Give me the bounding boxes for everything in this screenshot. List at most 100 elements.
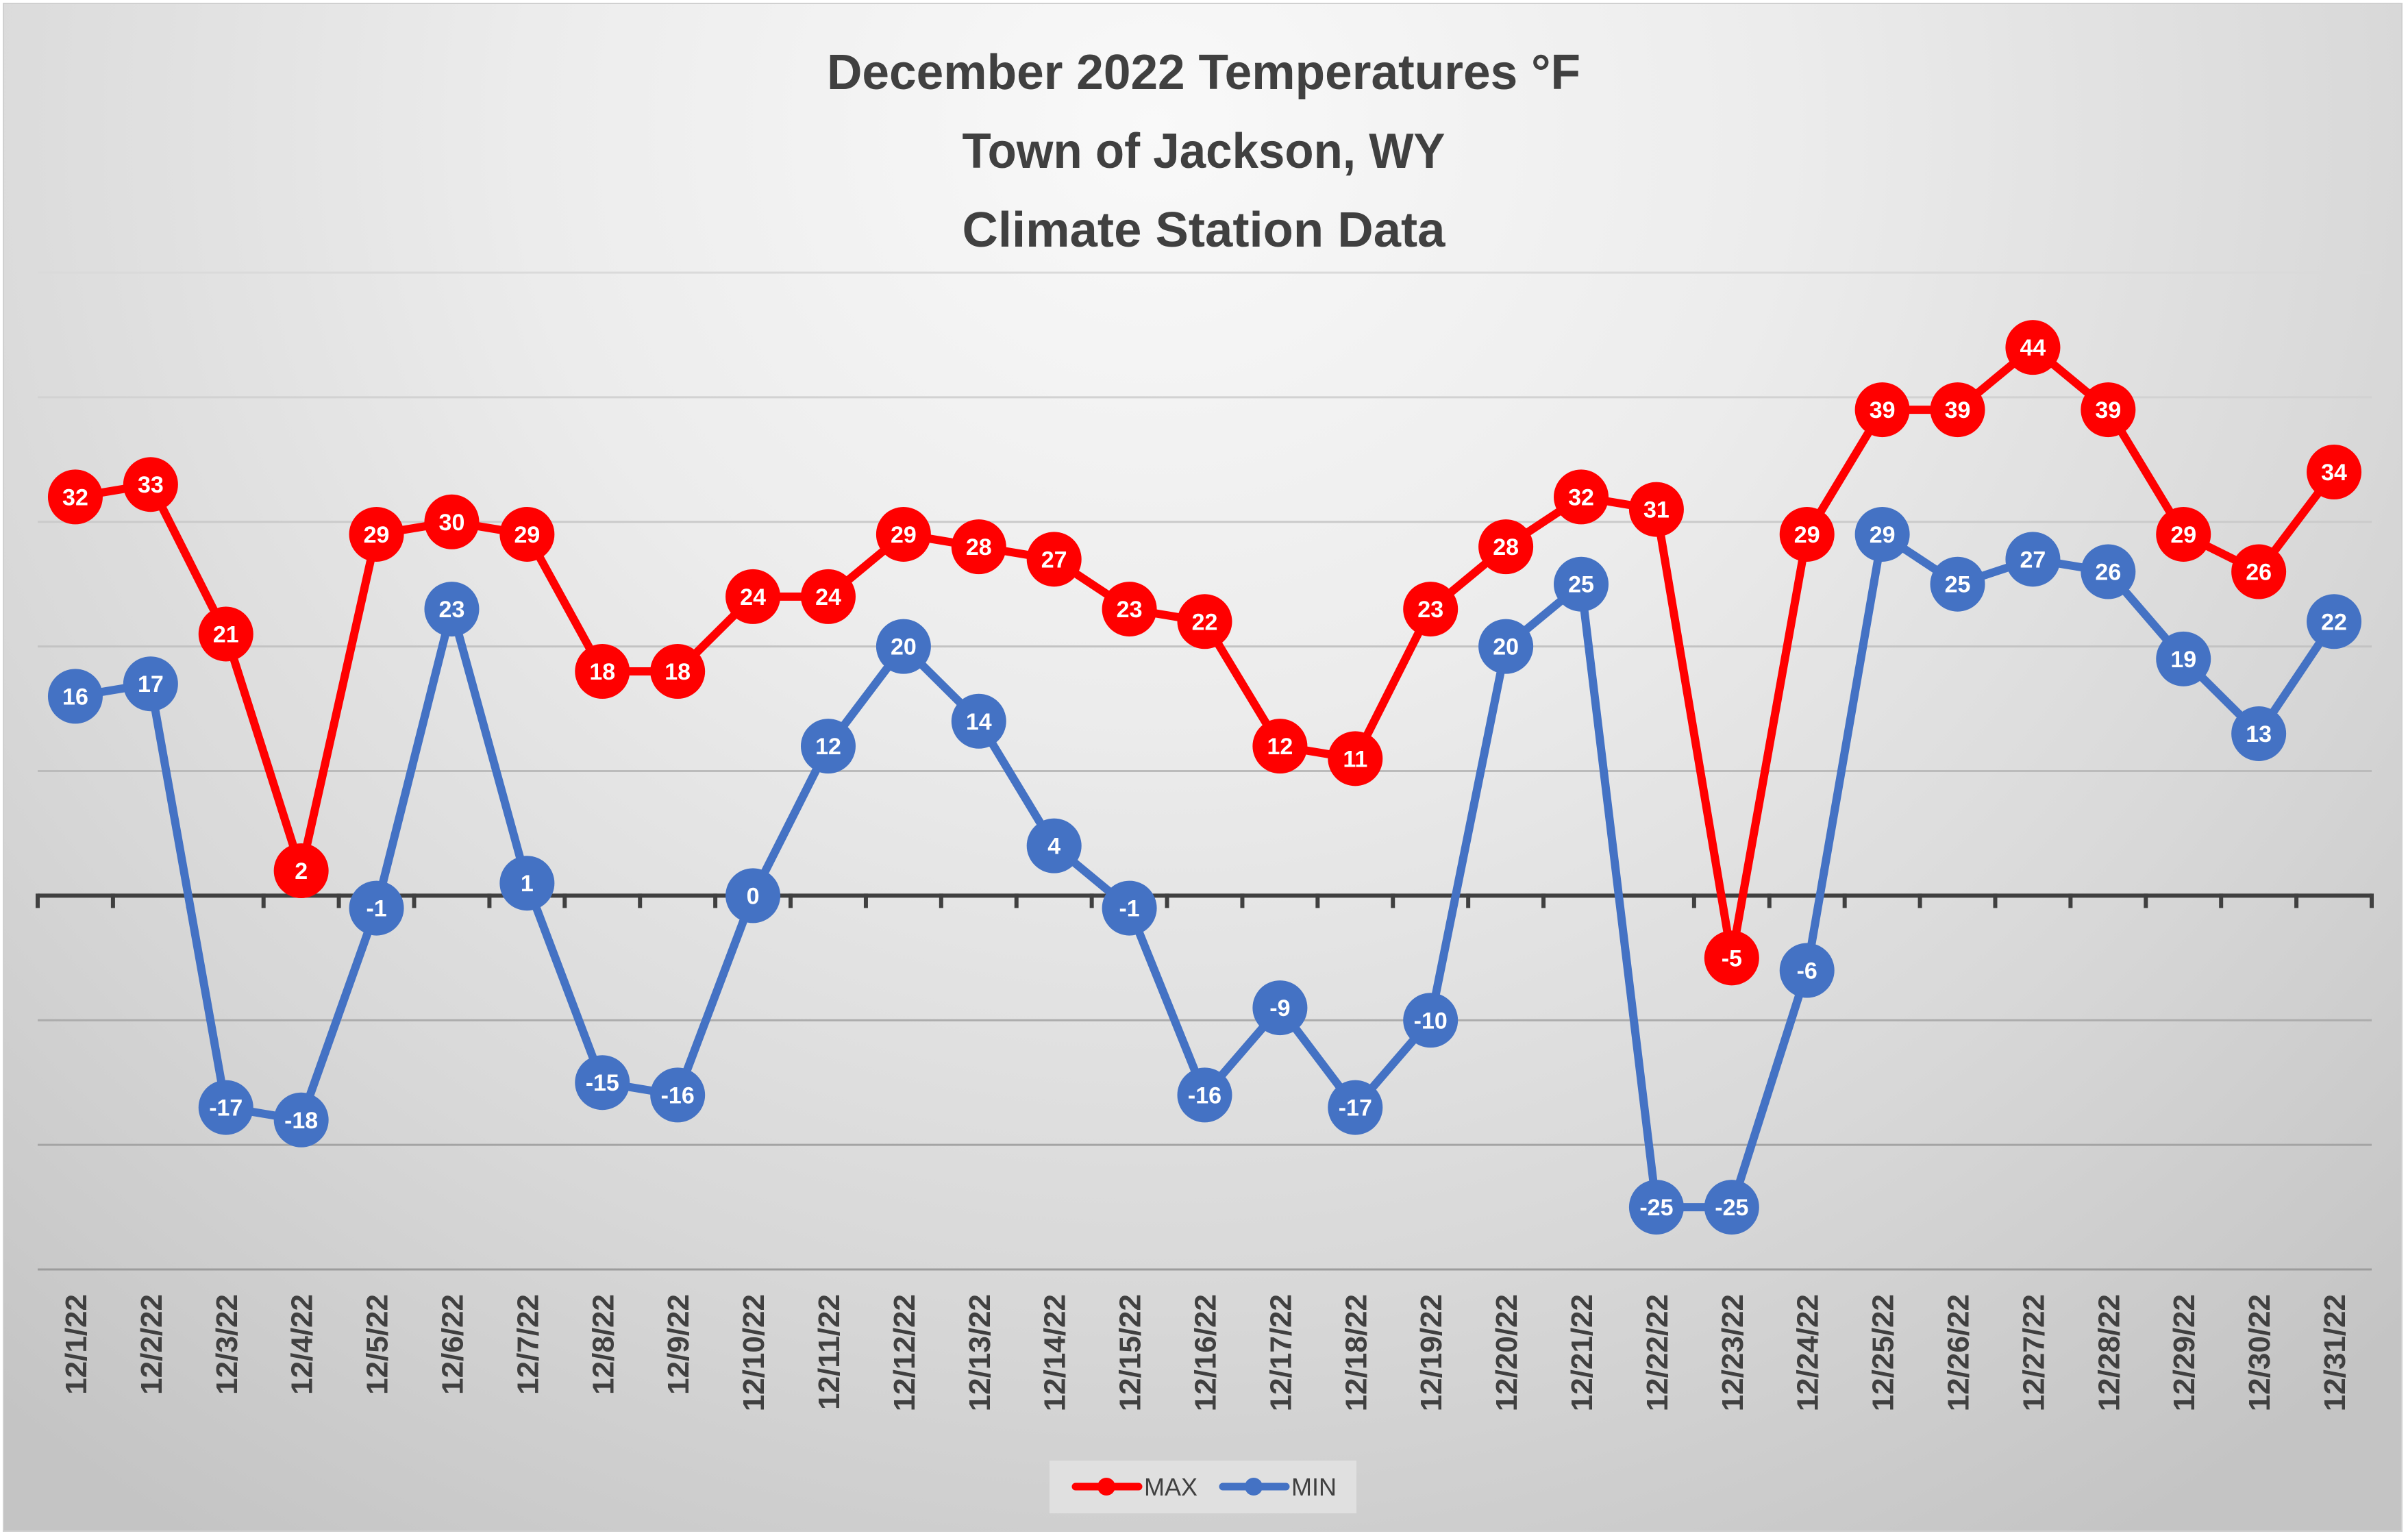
data-point-min-29[interactable] xyxy=(2156,631,2211,686)
data-point-min-18[interactable] xyxy=(1328,1080,1383,1135)
data-label-max-1: 32 xyxy=(62,484,88,510)
data-point-max-2[interactable] xyxy=(123,457,178,512)
data-label-min-30: 13 xyxy=(2246,721,2272,747)
data-point-min-5[interactable] xyxy=(349,880,404,936)
x-tick-label: 12/6/22 xyxy=(436,1294,469,1395)
x-tick-label: 12/10/22 xyxy=(737,1294,771,1411)
data-point-min-24[interactable] xyxy=(1779,943,1835,998)
data-point-max-15[interactable] xyxy=(1102,582,1157,637)
data-point-min-22[interactable] xyxy=(1628,1180,1684,1235)
x-tick-label: 12/4/22 xyxy=(286,1294,319,1395)
data-label-max-12: 29 xyxy=(891,522,917,548)
data-label-max-18: 11 xyxy=(1343,746,1367,772)
data-point-max-9[interactable] xyxy=(650,644,706,699)
data-point-min-4[interactable] xyxy=(273,1092,329,1148)
data-point-max-7[interactable] xyxy=(499,506,555,562)
data-label-max-23: -5 xyxy=(1722,945,1742,971)
data-point-max-14[interactable] xyxy=(1026,532,1082,587)
data-point-min-25[interactable] xyxy=(1854,506,1910,562)
data-label-max-6: 30 xyxy=(439,510,465,536)
x-tick-label: 12/3/22 xyxy=(210,1294,244,1395)
data-point-min-20[interactable] xyxy=(1478,619,1534,674)
legend-max-marker-icon xyxy=(1097,1478,1115,1496)
data-point-max-22[interactable] xyxy=(1628,482,1684,537)
x-tick-label: 12/24/22 xyxy=(1791,1294,1825,1411)
data-point-max-4[interactable] xyxy=(273,843,329,898)
data-label-min-3: -17 xyxy=(209,1095,243,1121)
chart-area xyxy=(3,3,2403,1532)
data-point-min-13[interactable] xyxy=(951,693,1006,749)
data-point-min-14[interactable] xyxy=(1026,818,1082,873)
data-point-min-10[interactable] xyxy=(725,868,781,923)
data-point-max-27[interactable] xyxy=(2005,320,2061,375)
data-point-max-28[interactable] xyxy=(2081,382,2136,438)
data-point-min-9[interactable] xyxy=(650,1067,706,1123)
x-tick-label: 12/17/22 xyxy=(1264,1294,1298,1411)
data-point-max-30[interactable] xyxy=(2231,544,2287,599)
data-point-min-23[interactable] xyxy=(1704,1180,1759,1235)
data-point-min-7[interactable] xyxy=(499,856,555,911)
data-label-max-15: 23 xyxy=(1117,597,1143,623)
data-point-max-11[interactable] xyxy=(800,569,856,624)
data-point-max-16[interactable] xyxy=(1177,594,1232,649)
data-label-max-28: 39 xyxy=(2095,397,2121,423)
data-label-min-26: 25 xyxy=(1945,572,1971,598)
data-point-min-15[interactable] xyxy=(1102,880,1157,936)
legend[interactable]: MAX MIN xyxy=(1050,1461,1356,1513)
data-point-min-31[interactable] xyxy=(2307,594,2362,649)
data-label-min-13: 14 xyxy=(966,709,992,735)
data-point-max-23[interactable] xyxy=(1704,930,1759,986)
data-point-min-12[interactable] xyxy=(876,619,931,674)
data-point-max-10[interactable] xyxy=(725,569,781,624)
data-point-max-21[interactable] xyxy=(1554,469,1609,525)
data-point-min-27[interactable] xyxy=(2005,532,2061,587)
data-point-max-18[interactable] xyxy=(1328,731,1383,786)
data-point-max-20[interactable] xyxy=(1478,519,1534,575)
data-point-min-2[interactable] xyxy=(123,656,178,712)
data-point-min-21[interactable] xyxy=(1554,556,1609,612)
x-axis-tick-labels: 12/1/22 12/2/22 12/3/22 12/4/22 12/5/22 12/6/… xyxy=(60,1294,2352,1411)
data-point-max-17[interactable] xyxy=(1252,719,1308,774)
data-point-min-8[interactable] xyxy=(575,1055,630,1111)
data-point-min-30[interactable] xyxy=(2231,706,2287,761)
data-point-max-6[interactable] xyxy=(424,494,480,549)
x-tick-label: 12/19/22 xyxy=(1415,1294,1448,1411)
data-point-min-17[interactable] xyxy=(1252,980,1308,1036)
data-point-max-1[interactable] xyxy=(47,469,103,525)
data-point-max-19[interactable] xyxy=(1403,582,1459,637)
data-point-max-25[interactable] xyxy=(1854,382,1910,438)
data-point-min-1[interactable] xyxy=(47,669,103,724)
x-tick-label: 12/22/22 xyxy=(1641,1294,1674,1411)
data-point-min-6[interactable] xyxy=(424,582,480,637)
x-tick-label: 12/5/22 xyxy=(361,1294,395,1395)
data-point-max-5[interactable] xyxy=(349,506,404,562)
data-point-max-8[interactable] xyxy=(575,644,630,699)
data-point-max-31[interactable] xyxy=(2307,445,2362,499)
data-point-max-12[interactable] xyxy=(876,506,931,562)
data-point-min-19[interactable] xyxy=(1403,993,1459,1048)
data-point-min-16[interactable] xyxy=(1177,1067,1232,1123)
data-point-max-13[interactable] xyxy=(951,519,1006,575)
data-point-min-3[interactable] xyxy=(198,1080,253,1135)
x-tick-label: 12/13/22 xyxy=(963,1294,997,1411)
x-tick-label: 12/9/22 xyxy=(662,1294,695,1395)
x-tick-label: 12/12/22 xyxy=(888,1294,921,1411)
legend-item-max[interactable]: MAX xyxy=(1071,1473,1197,1501)
x-tick-label: 12/21/22 xyxy=(1565,1294,1599,1411)
legend-item-min[interactable]: MIN xyxy=(1219,1473,1337,1501)
data-point-max-3[interactable] xyxy=(198,606,253,662)
data-label-max-20: 28 xyxy=(1493,534,1519,560)
data-point-max-29[interactable] xyxy=(2156,506,2211,562)
x-tick-label: 12/7/22 xyxy=(511,1294,545,1395)
data-point-max-24[interactable] xyxy=(1779,506,1835,562)
data-point-min-11[interactable] xyxy=(800,719,856,774)
data-label-min-9: -16 xyxy=(661,1082,695,1108)
data-label-max-26: 39 xyxy=(1945,397,1971,423)
data-label-max-9: 18 xyxy=(665,659,691,685)
data-point-min-28[interactable] xyxy=(2081,544,2136,599)
legend-label-max: MAX xyxy=(1144,1473,1197,1501)
data-point-max-26[interactable] xyxy=(1930,382,1985,438)
data-point-min-26[interactable] xyxy=(1930,556,1985,612)
data-label-max-25: 39 xyxy=(1870,397,1896,423)
